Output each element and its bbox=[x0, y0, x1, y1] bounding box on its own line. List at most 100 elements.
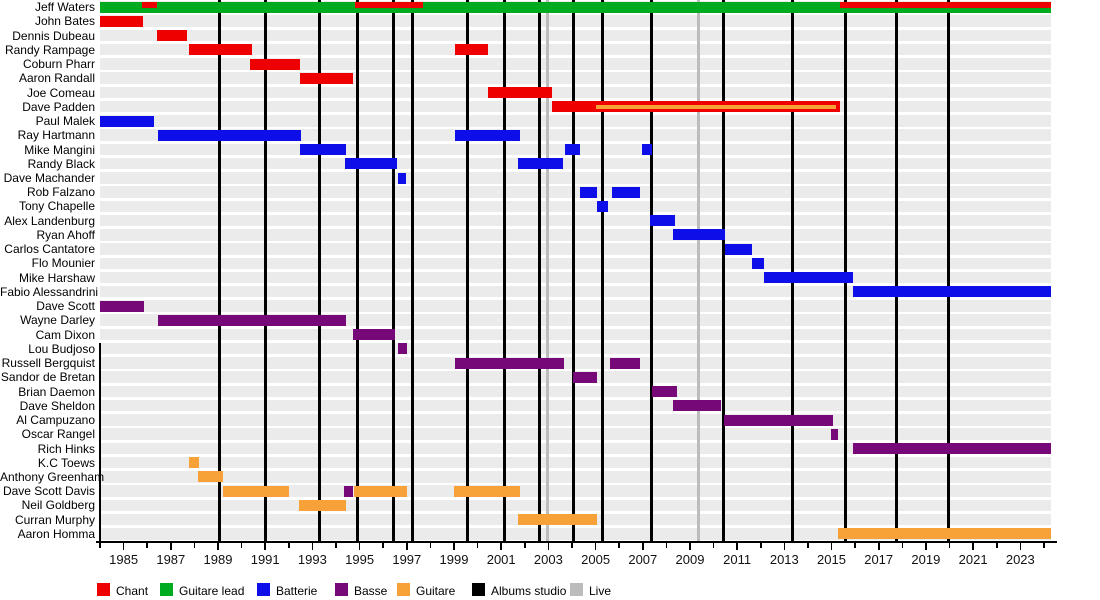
member-label: Rob Falzano bbox=[26, 185, 95, 200]
album-line-studio bbox=[263, 0, 267, 541]
member-label: Sandor de Bretan bbox=[0, 370, 95, 385]
axis-tick bbox=[712, 543, 715, 548]
axis-tick bbox=[665, 543, 668, 548]
row-stripe bbox=[100, 456, 1051, 469]
member-label: John Bates bbox=[34, 14, 95, 29]
row-stripe bbox=[100, 229, 1051, 241]
member-label: Dave Sheldon bbox=[19, 398, 95, 413]
legend-item-guitare_lead: Guitare lead bbox=[160, 583, 270, 598]
axis-tick bbox=[830, 543, 833, 550]
axis-tick bbox=[146, 543, 148, 548]
member-label: Alex Landenburg bbox=[4, 213, 95, 228]
axis-tick bbox=[972, 543, 974, 550]
timeline-bar-basse bbox=[723, 414, 833, 426]
member-label: Randy Rampage bbox=[4, 42, 95, 57]
member-label: Ray Hartmann bbox=[17, 128, 95, 143]
row-stripe bbox=[100, 442, 1051, 455]
plot-left-border bbox=[98, 343, 101, 542]
member-label: Curran Murphy bbox=[14, 512, 95, 527]
timeline-bar-basse bbox=[100, 300, 144, 312]
axis-tick bbox=[476, 543, 479, 548]
member-label: Dave Scott bbox=[36, 299, 95, 314]
legend-swatch-live bbox=[570, 583, 583, 596]
timeline-bar-batterie bbox=[100, 115, 154, 127]
axis-year-label: 1991 bbox=[250, 552, 280, 567]
axis-tick bbox=[642, 543, 644, 550]
timeline-bar-chant bbox=[142, 2, 158, 8]
timeline-bar-guitare_lead bbox=[100, 1, 1051, 13]
axis-year-label: 2017 bbox=[864, 552, 894, 567]
axis-year-label: 2021 bbox=[958, 552, 988, 567]
axis-year-label: 1997 bbox=[392, 552, 422, 567]
row-stripe bbox=[100, 385, 1051, 398]
member-label: Dennis Dubeau bbox=[12, 28, 95, 43]
timeline-bar-chant bbox=[355, 2, 424, 8]
timeline-bar-batterie bbox=[650, 215, 675, 227]
legend-swatch-chant bbox=[97, 583, 110, 596]
row-stripe bbox=[100, 115, 1051, 127]
axis-year-label: 2023 bbox=[1005, 552, 1035, 567]
axis-year-label: 2011 bbox=[723, 552, 752, 567]
album-line-studio bbox=[601, 0, 605, 541]
legend-item-batterie: Batterie bbox=[257, 583, 367, 598]
album-line-studio bbox=[895, 0, 899, 541]
timeline-bar-batterie bbox=[673, 229, 725, 241]
row-stripe bbox=[100, 172, 1051, 184]
axis-tick bbox=[122, 543, 125, 550]
member-label: Coburn Pharr bbox=[22, 57, 95, 72]
axis-tick bbox=[240, 543, 243, 548]
legend-label: Chant bbox=[116, 584, 149, 598]
album-line-live bbox=[696, 0, 700, 541]
member-label: Joe Comeau bbox=[26, 85, 95, 100]
timeline-bar-batterie bbox=[299, 144, 346, 155]
axis-tick bbox=[948, 543, 951, 548]
timeline-bar-basse bbox=[830, 428, 838, 440]
album-line-studio bbox=[538, 0, 542, 541]
axis-year-label: 1989 bbox=[203, 552, 233, 567]
axis-tick bbox=[382, 543, 384, 548]
row-stripe bbox=[100, 357, 1051, 369]
legend-swatch-batterie bbox=[257, 583, 270, 596]
axis-year-label: 2007 bbox=[628, 552, 658, 567]
row-stripe bbox=[100, 285, 1051, 298]
row-stripe bbox=[100, 129, 1051, 141]
axis-year-label: 1999 bbox=[439, 552, 469, 567]
axis-year-label: 1987 bbox=[156, 552, 186, 567]
album-line-studio bbox=[391, 0, 395, 541]
timeline-bar-batterie bbox=[752, 257, 764, 269]
row-stripe bbox=[100, 214, 1051, 227]
member-label: Wayne Darley bbox=[20, 313, 95, 328]
member-label: Aaron Randall bbox=[18, 71, 95, 86]
album-line-studio bbox=[947, 0, 951, 541]
member-label: Tony Chapelle bbox=[18, 199, 95, 214]
album-line-studio bbox=[722, 0, 726, 541]
member-label: Neil Goldberg bbox=[21, 498, 95, 513]
axis-tick bbox=[500, 543, 502, 550]
axis-tick bbox=[594, 543, 597, 550]
timeline-bar-guitare bbox=[837, 528, 1051, 540]
member-label: Dave Scott Davis bbox=[2, 484, 95, 499]
album-line-studio bbox=[410, 0, 414, 541]
axis-year-label: 1985 bbox=[109, 552, 139, 567]
axis-year-label: 2003 bbox=[533, 552, 563, 567]
axis-tick bbox=[760, 543, 762, 548]
timeline-bar-batterie bbox=[853, 286, 1051, 298]
axis-tick bbox=[406, 543, 408, 550]
row-stripe bbox=[100, 471, 1051, 483]
timeline-bar-chant bbox=[840, 2, 1051, 8]
row-stripe bbox=[100, 485, 1051, 497]
row-stripe bbox=[100, 328, 1051, 341]
legend-label: Basse bbox=[354, 584, 388, 598]
legend-swatch-guitare bbox=[397, 583, 410, 596]
x-axis bbox=[96, 541, 1057, 543]
timeline-bar-basse bbox=[853, 443, 1051, 454]
timeline-bar-guitare bbox=[298, 499, 346, 511]
album-line-studio bbox=[318, 0, 322, 541]
timeline-bar-chant bbox=[100, 15, 143, 27]
timeline-bar-guitare bbox=[197, 471, 223, 483]
member-label: Aaron Homma bbox=[17, 526, 95, 541]
legend-item-live: Live bbox=[570, 583, 680, 598]
axis-tick bbox=[571, 543, 573, 548]
member-label: Rich Hinks bbox=[37, 441, 95, 456]
